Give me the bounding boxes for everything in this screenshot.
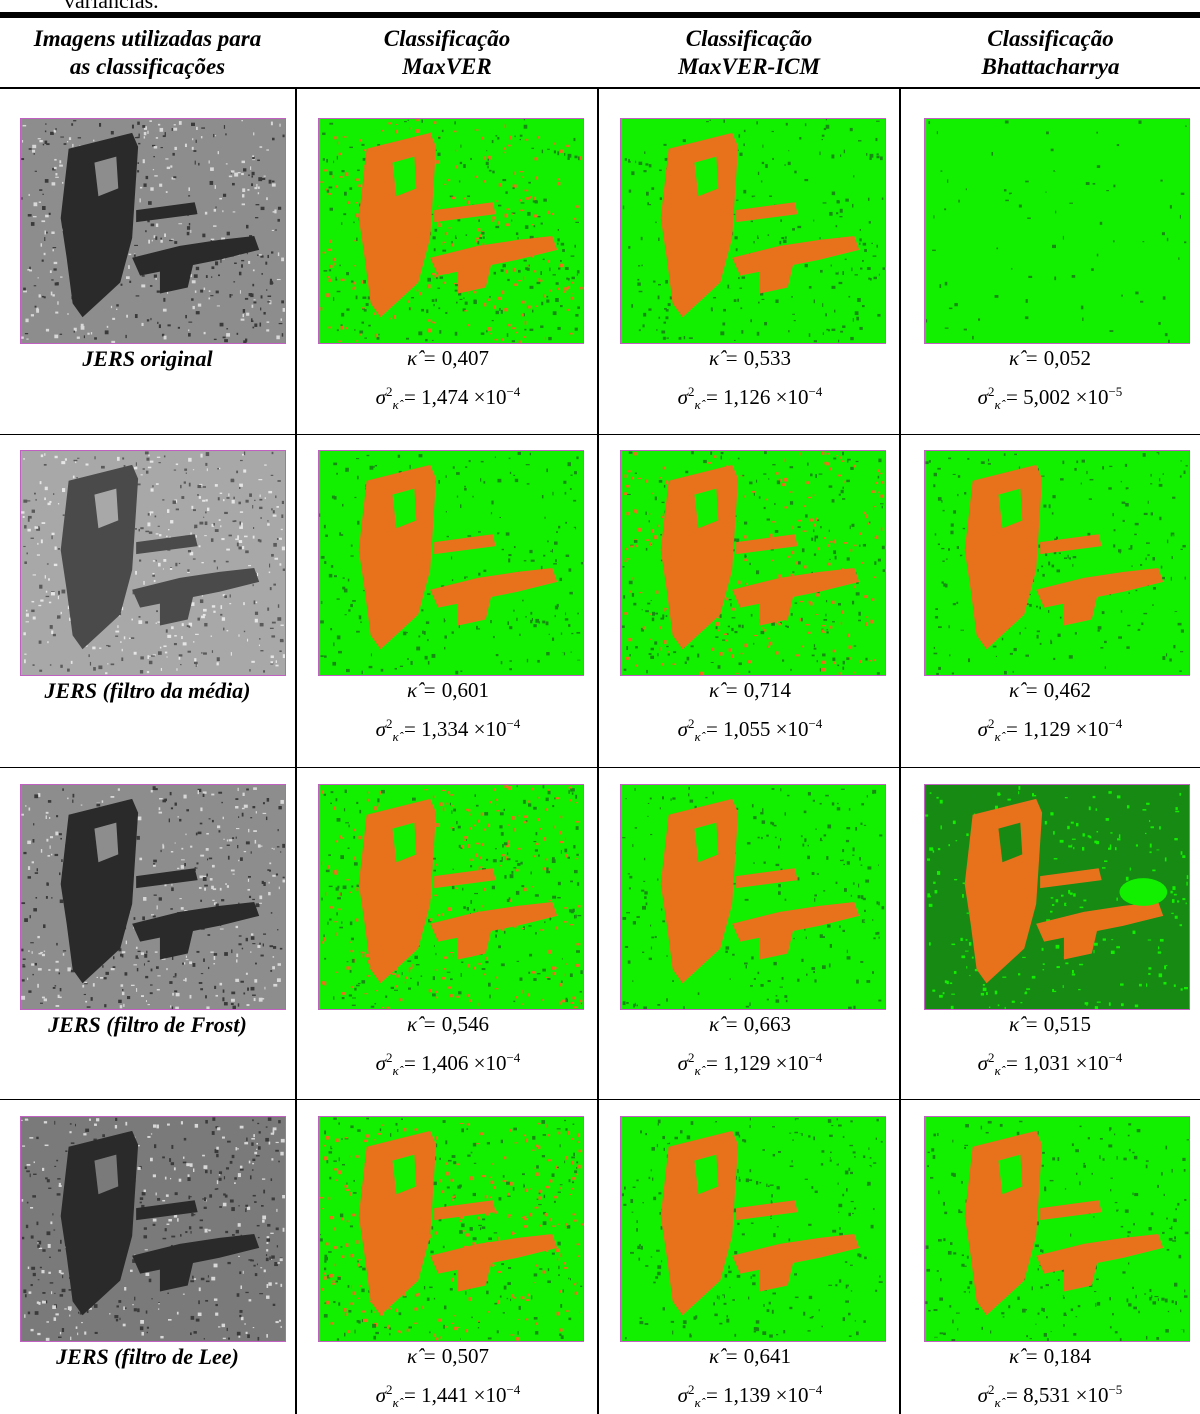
header-line: Imagens utilizadas para	[33, 26, 262, 51]
kappa-value: κ̂ = 0,546	[406, 1012, 489, 1036]
source-image	[20, 784, 286, 1010]
row-separator	[0, 434, 1200, 435]
header-line: Bhattacharrya	[981, 54, 1120, 79]
row-label: JERS (filtro de Lee)	[56, 1344, 239, 1369]
kappa-variance: σ2κ̂ = 1,055 ×10−4	[677, 716, 823, 745]
column-divider	[899, 89, 901, 1414]
header-line: Classificação	[383, 26, 511, 51]
maxver-icm-map	[620, 450, 886, 676]
source-image	[20, 450, 286, 676]
kappa-variance: σ2κ̂ = 1,334 ×10−4	[375, 716, 521, 745]
kappa-value: κ̂ = 0,533	[708, 346, 791, 370]
row-label: JERS (filtro da média)	[44, 678, 251, 703]
row-label: JERS original	[82, 346, 213, 371]
maxver-map	[318, 784, 584, 1010]
header-maxver-icm: Classificação MaxVER-ICM	[599, 20, 899, 86]
kappa-variance: σ2κ̂ = 1,441 ×10−4	[375, 1382, 521, 1411]
column-divider	[597, 89, 599, 1414]
source-image	[20, 1116, 286, 1342]
kappa-variance: σ2κ̂ = 1,474 ×10−4	[375, 384, 521, 413]
source-image	[20, 118, 286, 344]
kappa-value: κ̂ = 0,515	[1008, 1012, 1091, 1036]
kappa-variance: σ2κ̂ = 1,126 ×10−4	[677, 384, 823, 413]
bhattacharrya-map	[924, 1116, 1190, 1342]
maxver-icm-map	[620, 784, 886, 1010]
bhattacharrya-map	[924, 784, 1190, 1010]
kappa-value: κ̂ = 0,714	[708, 678, 791, 702]
kappa-value: κ̂ = 0,407	[406, 346, 489, 370]
maxver-icm-map	[620, 1116, 886, 1342]
maxver-map	[318, 450, 584, 676]
header-line: Classificação	[987, 26, 1114, 51]
header-line: MaxVER-ICM	[678, 54, 820, 79]
header-bottom-rule	[0, 87, 1200, 89]
kappa-value: κ̂ = 0,601	[406, 678, 489, 702]
header-bhattacharrya: Classificação Bhattacharrya	[901, 20, 1200, 86]
header-line: as classificações	[69, 54, 226, 79]
maxver-map	[318, 118, 584, 344]
kappa-variance: σ2κ̂ = 1,031 ×10−4	[977, 1050, 1123, 1079]
header-input-images: Imagens utilizadas para as classificaçõe…	[0, 20, 295, 86]
kappa-variance: σ2κ̂ = 1,129 ×10−4	[677, 1050, 823, 1079]
kappa-value: κ̂ = 0,641	[708, 1344, 791, 1368]
column-divider	[295, 89, 297, 1414]
caption-fragment: variâncias.	[64, 0, 159, 13]
bhattacharrya-map	[924, 450, 1190, 676]
kappa-variance: σ2κ̂ = 5,002 ×10−5	[977, 384, 1123, 413]
kappa-value: κ̂ = 0,052	[1008, 346, 1091, 370]
header-maxver: Classificação MaxVER	[297, 20, 597, 86]
table-top-rule	[0, 12, 1200, 18]
kappa-variance: σ2κ̂ = 1,129 ×10−4	[977, 716, 1123, 745]
kappa-variance: σ2κ̂ = 1,139 ×10−4	[677, 1382, 823, 1411]
header-line: Classificação	[685, 26, 813, 51]
bhattacharrya-map	[924, 118, 1190, 344]
maxver-map	[318, 1116, 584, 1342]
kappa-value: κ̂ = 0,462	[1008, 678, 1091, 702]
row-separator	[0, 767, 1200, 768]
kappa-value: κ̂ = 0,184	[1008, 1344, 1091, 1368]
maxver-icm-map	[620, 118, 886, 344]
header-line: MaxVER	[402, 54, 492, 79]
kappa-value: κ̂ = 0,507	[406, 1344, 489, 1368]
kappa-variance: σ2κ̂ = 1,406 ×10−4	[375, 1050, 521, 1079]
kappa-variance: σ2κ̂ = 8,531 ×10−5	[977, 1382, 1123, 1411]
row-label: JERS (filtro de Frost)	[48, 1012, 247, 1037]
kappa-value: κ̂ = 0,663	[708, 1012, 791, 1036]
row-separator	[0, 1099, 1200, 1100]
